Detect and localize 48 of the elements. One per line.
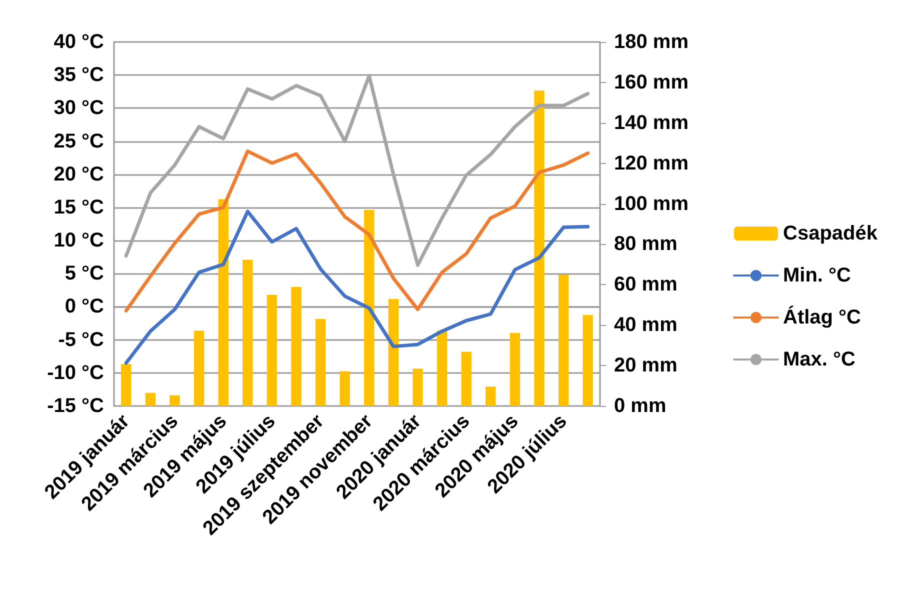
bar	[145, 392, 156, 406]
y-tick-label: -15 °C	[47, 395, 104, 417]
bar	[364, 210, 374, 406]
y2-tick-label: 180 mm	[614, 31, 688, 53]
y-tick-label: 25 °C	[54, 130, 104, 152]
y-tick-label: 10 °C	[54, 230, 104, 252]
y-tick-label: -10 °C	[47, 362, 104, 384]
bar	[461, 352, 472, 406]
bar	[486, 386, 496, 406]
legend-label: Csapadék	[783, 222, 878, 244]
legend-label: Átlag °C	[783, 306, 861, 328]
bar	[291, 286, 302, 406]
y-tick-label: 0 °C	[64, 296, 104, 318]
y-tick-label: 40 °C	[54, 31, 104, 53]
bar	[266, 294, 278, 406]
y-tick-label: 30 °C	[54, 97, 104, 120]
y2-tick-label: 0 mm	[614, 395, 666, 417]
y-tick-label: 5 °C	[64, 262, 104, 285]
bar	[558, 274, 569, 406]
bar	[121, 364, 132, 406]
bar	[510, 333, 520, 406]
bar	[412, 368, 423, 406]
bar	[388, 299, 399, 406]
legend-label: Min. °C	[783, 264, 851, 286]
y-tick-label: -5 °C	[58, 328, 104, 351]
bar	[436, 330, 448, 406]
y-tick-label: 20 °C	[54, 163, 104, 186]
y2-tick-label: 100 mm	[614, 192, 688, 215]
y2-tick-label: 80 mm	[614, 233, 678, 256]
bar	[170, 395, 180, 406]
bar	[340, 371, 350, 406]
y2-tick-label: 20 mm	[614, 354, 678, 377]
y2-tick-label: 160 mm	[614, 71, 688, 94]
y2-tick-label: 40 mm	[614, 314, 678, 336]
y-tick-label: 15 °C	[54, 196, 104, 218]
bar	[218, 199, 228, 406]
line-series	[124, 210, 590, 365]
bar	[582, 315, 593, 406]
y-tick-label: 35 °C	[54, 64, 104, 86]
bar	[315, 319, 326, 406]
bar	[534, 90, 544, 406]
bar	[242, 260, 253, 406]
y2-tick-label: 140 mm	[614, 112, 688, 134]
y2-tick-label: 120 mm	[614, 152, 688, 174]
legend-label: Max. °C	[783, 348, 856, 370]
bar	[194, 330, 204, 406]
line-series	[124, 149, 590, 312]
y2-tick-label: 60 mm	[614, 274, 678, 296]
